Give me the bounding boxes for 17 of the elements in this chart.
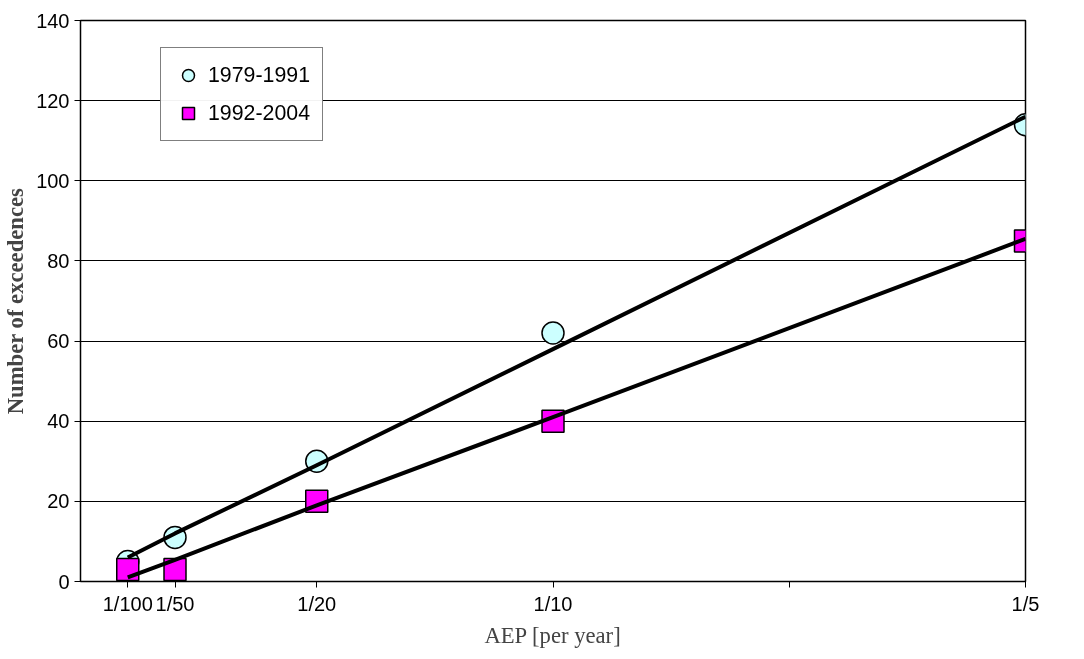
y-tick-label: 80 bbox=[47, 249, 70, 272]
x-tick-label: 1/20 bbox=[297, 592, 337, 615]
y-axis-title: Number of exceedences bbox=[3, 187, 29, 415]
y-tick-label: 140 bbox=[36, 9, 70, 32]
y-tick-label: 120 bbox=[36, 89, 70, 112]
x-tick-label: 1/10 bbox=[533, 592, 573, 615]
x-axis-title: AEP [per year] bbox=[484, 622, 621, 648]
y-tick-label: 40 bbox=[47, 410, 70, 433]
y-tick-label: 0 bbox=[58, 570, 70, 593]
legend-label: 1979-1991 bbox=[208, 62, 310, 88]
x-tick-label: 1/100 bbox=[102, 592, 153, 615]
y-tick-label: 60 bbox=[47, 330, 70, 353]
y-tick-label: 100 bbox=[36, 169, 70, 192]
x-tick-label: 1/50 bbox=[155, 592, 195, 615]
x-tick-label: 1/5 bbox=[1011, 592, 1040, 615]
legend-label: 1992-2004 bbox=[208, 100, 310, 126]
y-tick-label: 20 bbox=[47, 490, 70, 513]
